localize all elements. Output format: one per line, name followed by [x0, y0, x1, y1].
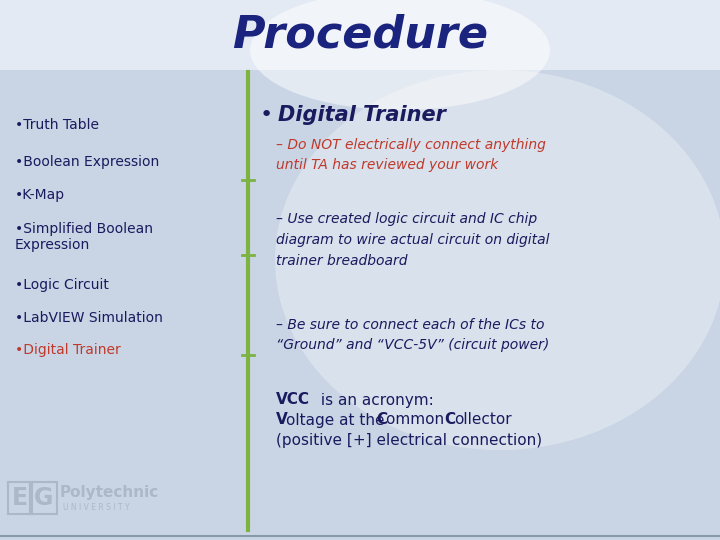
Text: is an acronym:: is an acronym: — [316, 393, 433, 408]
Text: C: C — [444, 413, 455, 428]
Text: Expression: Expression — [15, 238, 90, 252]
Text: •Boolean Expression: •Boolean Expression — [15, 155, 159, 169]
Text: Digital Trainer: Digital Trainer — [278, 105, 446, 125]
Text: – Use created logic circuit and IC chip
diagram to wire actual circuit on digita: – Use created logic circuit and IC chip … — [276, 212, 549, 268]
Text: ollector: ollector — [454, 413, 512, 428]
Text: – Do NOT electrically connect anything
until TA has reviewed your work: – Do NOT electrically connect anything u… — [276, 138, 546, 172]
Text: VCC: VCC — [276, 393, 310, 408]
Text: •Truth Table: •Truth Table — [15, 118, 99, 132]
FancyBboxPatch shape — [0, 70, 720, 540]
Text: Procedure: Procedure — [232, 14, 488, 57]
Ellipse shape — [250, 0, 550, 110]
Text: – Be sure to connect each of the ICs to
“Ground” and “VCC-5V” (circuit power): – Be sure to connect each of the ICs to … — [276, 318, 549, 352]
Text: G: G — [34, 486, 53, 510]
Text: (positive [+] electrical connection): (positive [+] electrical connection) — [276, 433, 542, 448]
Text: Polytechnic: Polytechnic — [60, 485, 159, 501]
Text: •Simplified Boolean: •Simplified Boolean — [15, 222, 153, 236]
Text: •Logic Circuit: •Logic Circuit — [15, 278, 109, 292]
Text: E: E — [12, 486, 28, 510]
Text: •Digital Trainer: •Digital Trainer — [15, 343, 121, 357]
Text: oltage at the: oltage at the — [286, 413, 390, 428]
Text: C: C — [376, 413, 387, 428]
Text: •LabVIEW Simulation: •LabVIEW Simulation — [15, 311, 163, 325]
Ellipse shape — [275, 70, 720, 450]
FancyBboxPatch shape — [0, 0, 720, 70]
Text: •: • — [260, 105, 274, 125]
Text: ommon: ommon — [386, 413, 449, 428]
Text: V: V — [276, 413, 288, 428]
Text: •K-Map: •K-Map — [15, 188, 65, 202]
Text: U N I V E R S I T Y: U N I V E R S I T Y — [63, 503, 130, 512]
